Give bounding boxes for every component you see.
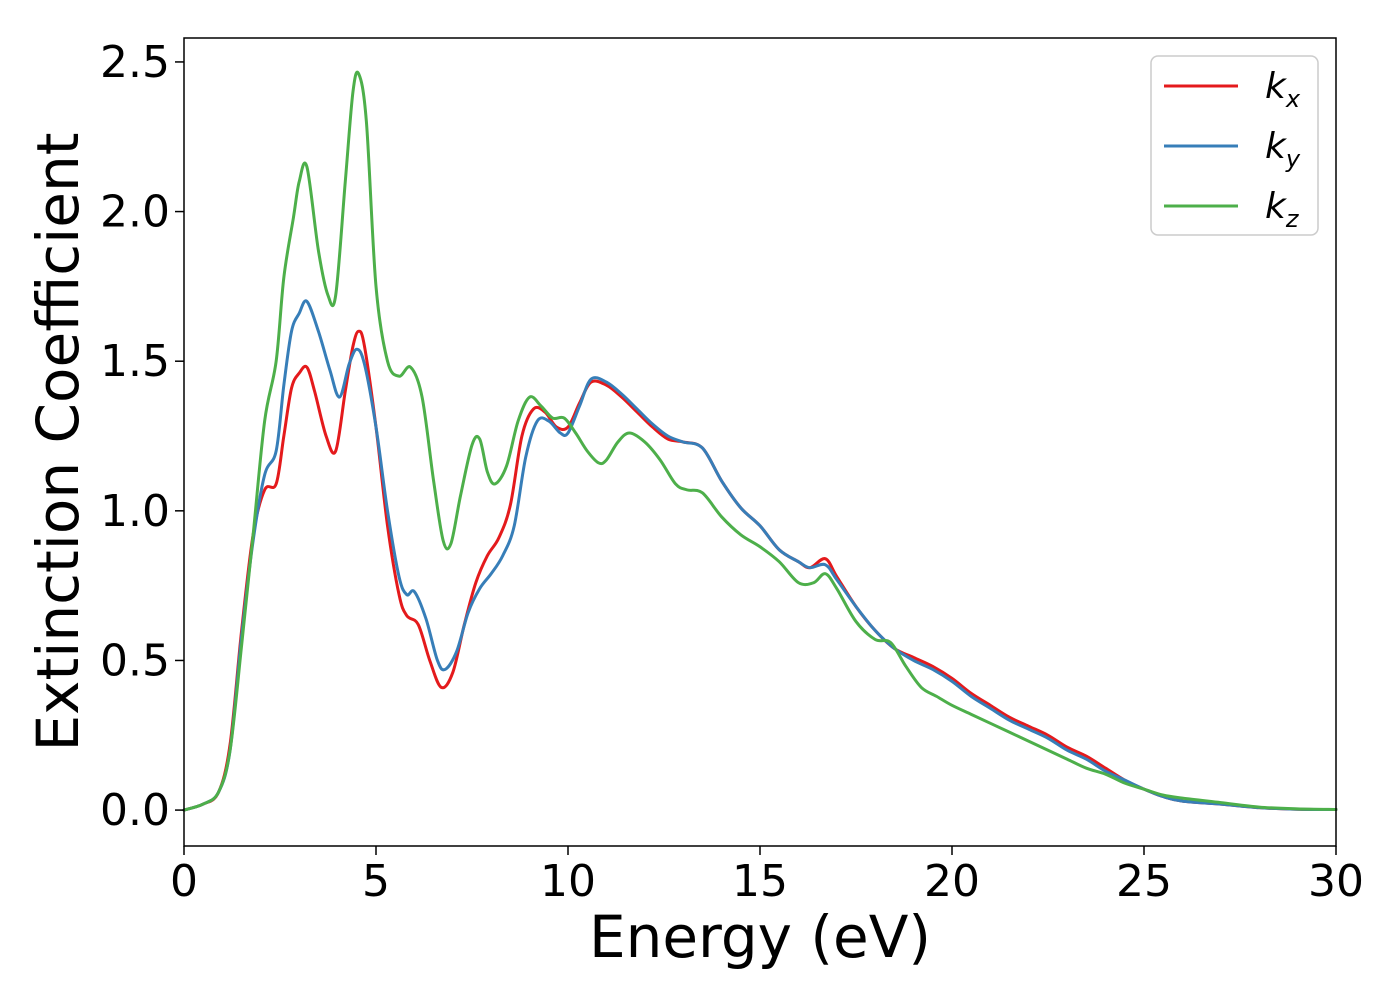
y-axis-label: Extinction Coefficient [24, 133, 92, 752]
x-tick-label: 25 [1116, 856, 1172, 907]
x-tick-label: 20 [924, 856, 980, 907]
series-line-kz [182, 70, 1338, 812]
y-tick-label: 0.0 [100, 785, 170, 836]
y-tick-label: 1.5 [100, 336, 170, 387]
x-tick-label: 15 [732, 856, 788, 907]
legend: kx ky kz [1150, 55, 1319, 236]
x-tick-label: 5 [362, 856, 390, 907]
series-line-ky [182, 299, 1338, 812]
y-tick-label: 1.0 [100, 486, 170, 537]
x-axis-label: Energy (eV) [589, 903, 931, 971]
legend-label-ky: ky [1265, 126, 1301, 173]
x-axis-ticks: 0 5 10 15 20 25 30 [170, 846, 1364, 907]
y-axis-ticks: 0.0 0.5 1.0 1.5 2.0 2.5 [100, 37, 184, 836]
legend-label-kx: kx [1265, 66, 1301, 113]
legend-label-kz: kz [1265, 186, 1300, 233]
x-tick-label: 10 [540, 856, 596, 907]
x-tick-label: 30 [1308, 856, 1364, 907]
y-tick-label: 0.5 [100, 635, 170, 686]
y-tick-label: 2.0 [100, 187, 170, 238]
series-layer [182, 70, 1338, 812]
x-tick-label: 0 [170, 856, 198, 907]
y-tick-label: 2.5 [100, 37, 170, 88]
